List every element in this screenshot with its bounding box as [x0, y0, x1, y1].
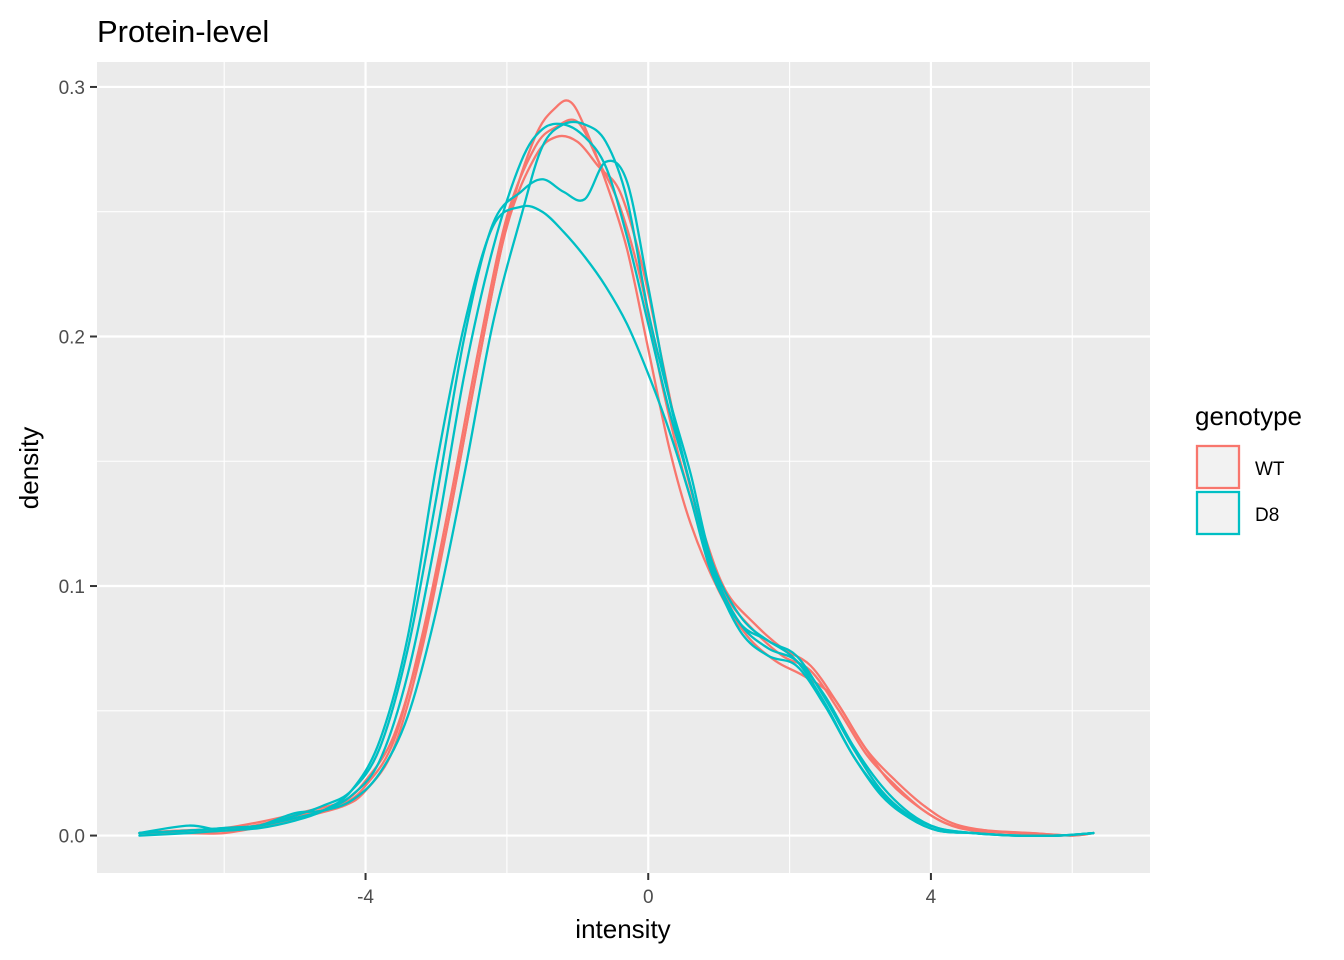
x-tick-label: -4 — [357, 887, 374, 908]
y-tick-labels: 0.0 0.1 0.2 0.3 — [59, 78, 85, 848]
y-tick-label: 0.3 — [59, 78, 85, 99]
y-tick-label: 0.2 — [59, 327, 85, 348]
y-axis-title: density — [14, 427, 44, 509]
density-line-d8 — [138, 204, 1095, 838]
y-tick-label: 0.0 — [59, 827, 85, 848]
legend-entries: WT D8 — [1195, 444, 1285, 536]
legend-label-wt: WT — [1255, 459, 1285, 480]
major-gridlines — [97, 62, 1150, 873]
legend-key-wt — [1195, 444, 1241, 490]
density-line-d8 — [138, 120, 1095, 838]
x-axis-title: intensity — [575, 914, 670, 944]
legend-title: genotype — [1195, 401, 1302, 431]
density-line-wt — [138, 134, 1095, 837]
chart-title: Protein-level — [97, 14, 269, 49]
axis-ticks — [90, 85, 932, 880]
density-line-d8 — [138, 122, 1095, 838]
x-tick-label: 0 — [643, 887, 654, 908]
x-tick-labels: -4 0 4 — [357, 887, 937, 908]
legend-key-d8 — [1195, 490, 1241, 536]
x-tick-label: 4 — [926, 887, 937, 908]
y-tick-label: 0.1 — [59, 577, 85, 598]
legend-label-d8: D8 — [1255, 505, 1279, 526]
density-lines — [138, 99, 1095, 838]
plot-panel — [97, 62, 1150, 873]
legend: genotype WT D8 — [1195, 401, 1302, 536]
